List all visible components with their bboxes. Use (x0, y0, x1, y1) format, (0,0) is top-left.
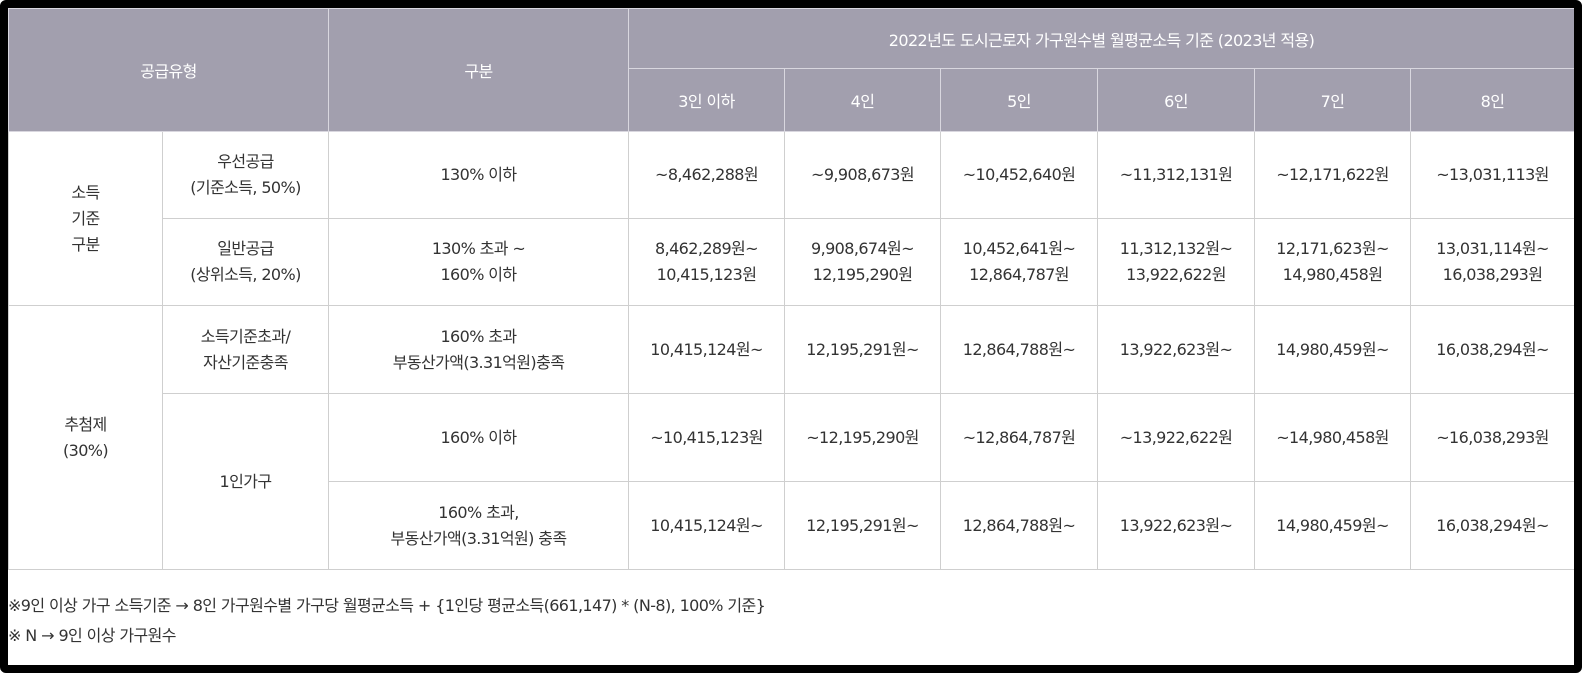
value-cell: 8,462,289원~ 10,415,123원 (628, 218, 786, 306)
value-cell: 13,922,623원~ (1097, 481, 1256, 570)
value-cell: 12,171,623원~ 14,980,458원 (1254, 218, 1412, 306)
header-household-5: 5인 (940, 68, 1099, 132)
header-household-7: 7인 (1254, 68, 1412, 132)
table-row: 160% 초과, 부동산가액(3.31억원) 충족 10,415,124원~ 1… (9, 481, 1574, 570)
value-cell: ~9,908,673원 (784, 131, 942, 219)
value-cell: 10,415,124원~ (628, 305, 786, 394)
value-cell: ~12,195,290원 (784, 393, 942, 482)
income-criteria-table: 공급유형 구분 2022년도 도시근로자 가구원수별 월평균소득 기준 (202… (8, 8, 1574, 570)
criteria-cell: 160% 초과 부동산가액(3.31억원)충족 (328, 305, 630, 394)
value-cell: ~8,462,288원 (628, 131, 786, 219)
value-cell: 12,195,291원~ (784, 305, 942, 394)
table-row: 추첨제 (30%) 소득기준초과/ 자산기준충족 160% 초과 부동산가액(3… (8, 305, 1574, 570)
sub-single-household: 1인가구 (161, 393, 330, 570)
value-cell: ~13,031,113원 (1410, 131, 1574, 219)
footnote-n-definition: ※ N → 9인 이상 가구원수 (8, 626, 176, 645)
value-cell: ~14,980,458원 (1254, 393, 1412, 482)
criteria-cell: 160% 초과, 부동산가액(3.31억원) 충족 (328, 481, 630, 570)
value-cell: 10,452,641원~ 12,864,787원 (940, 218, 1099, 306)
value-cell: 14,980,459원~ (1254, 481, 1412, 570)
footnote-large-household: ※9인 이상 가구 소득기준 → 8인 가구원수별 가구당 월평균소득 + {1… (8, 596, 766, 615)
value-cell: ~12,171,622원 (1254, 131, 1412, 219)
footnotes: ※9인 이상 가구 소득기준 → 8인 가구원수별 가구당 월평균소득 + {1… (8, 591, 766, 651)
value-cell: 13,922,623원~ (1097, 305, 1256, 394)
value-cell: ~10,452,640원 (940, 131, 1099, 219)
group-income-standard: 소득 기준 구분 (8, 131, 163, 306)
value-cell: ~10,415,123원 (628, 393, 786, 482)
value-cell: 9,908,674원~ 12,195,290원 (784, 218, 942, 306)
value-cell: ~11,312,131원 (1097, 131, 1256, 219)
value-cell: 12,864,788원~ (940, 305, 1099, 394)
header-household-8: 8인 (1410, 68, 1574, 132)
value-cell: ~12,864,787원 (940, 393, 1099, 482)
sub-income-exceed-asset-met: 소득기준초과/ 자산기준충족 (161, 305, 330, 394)
table-row: 소득 기준 구분 우선공급 (기준소득, 50%) 130% 이하 ~8,462… (8, 131, 1574, 306)
header-household-4: 4인 (784, 68, 942, 132)
value-cell: 12,864,788원~ (940, 481, 1099, 570)
table-row: 일반공급 (상위소득, 20%) 130% 초과 ~ 160% 이하 8,462… (9, 218, 1574, 306)
value-cell: 10,415,124원~ (628, 481, 786, 570)
table-row: 1인가구 160% 이하 ~10,415,123원 ~12,195,290원 ~… (9, 393, 1574, 570)
value-cell: 16,038,294원~ (1410, 305, 1574, 394)
header-supply-type: 공급유형 (8, 8, 330, 132)
value-cell: 11,312,132원~ 13,922,622원 (1097, 218, 1256, 306)
criteria-cell: 130% 이하 (328, 131, 630, 219)
header-household-6: 6인 (1097, 68, 1256, 132)
group-lottery: 추첨제 (30%) (8, 305, 163, 570)
sub-priority-supply: 우선공급 (기준소득, 50%) (161, 131, 330, 219)
value-cell: 14,980,459원~ (1254, 305, 1412, 394)
sub-general-supply: 일반공급 (상위소득, 20%) (161, 218, 330, 306)
header-income-title: 2022년도 도시근로자 가구원수별 월평균소득 기준 (2023년 적용) (628, 8, 1574, 69)
value-cell: ~13,922,622원 (1097, 393, 1256, 482)
value-cell: 12,195,291원~ (784, 481, 942, 570)
value-cell: 13,031,114원~ 16,038,293원 (1410, 218, 1574, 306)
value-cell: ~16,038,293원 (1410, 393, 1574, 482)
header-category: 구분 (328, 8, 630, 132)
criteria-cell: 160% 이하 (328, 393, 630, 482)
header-household-3-or-less: 3인 이하 (628, 68, 786, 132)
value-cell: 16,038,294원~ (1410, 481, 1574, 570)
criteria-cell: 130% 초과 ~ 160% 이하 (328, 218, 630, 306)
